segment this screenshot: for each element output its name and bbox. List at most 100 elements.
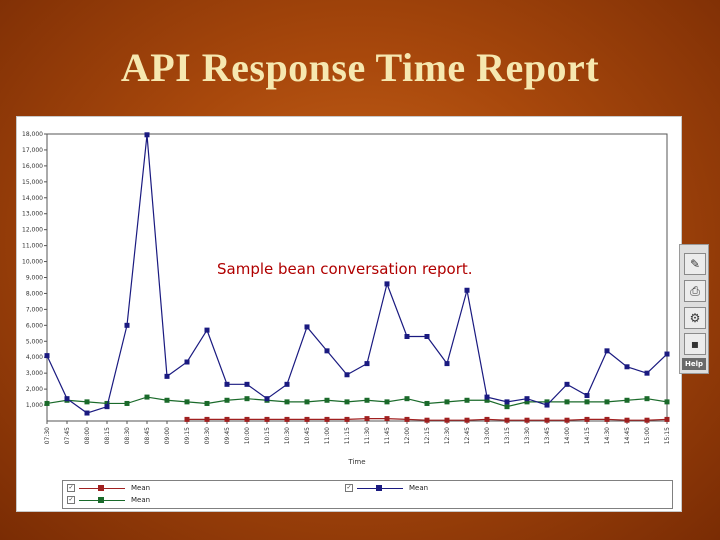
data-point — [244, 381, 250, 387]
x-tick-label: 09:45 — [224, 427, 231, 444]
data-point — [564, 417, 570, 423]
data-point — [304, 416, 310, 422]
legend-checkbox[interactable]: ✓ — [67, 496, 75, 504]
data-point — [644, 417, 650, 423]
data-point — [464, 287, 470, 293]
y-tick-label: 5,000 — [26, 338, 43, 345]
data-point — [324, 348, 330, 354]
print-icon[interactable]: ⎙ — [684, 280, 706, 302]
y-tick-label: 6,000 — [26, 322, 43, 329]
data-point — [624, 364, 630, 370]
data-point — [224, 416, 230, 422]
x-tick-label: 14:30 — [604, 427, 611, 444]
x-tick-label: 10:45 — [304, 427, 311, 444]
legend-checkbox[interactable]: ✓ — [67, 484, 75, 492]
data-point — [184, 359, 190, 365]
y-tick-label: 18,000 — [22, 131, 43, 138]
data-point — [44, 400, 50, 406]
y-tick-label: 16,000 — [22, 163, 43, 170]
data-point — [584, 392, 590, 398]
legend-item-mean-red[interactable]: ✓ Mean — [67, 484, 150, 492]
data-point — [424, 400, 430, 406]
x-tick-label: 08:45 — [144, 427, 151, 444]
data-point — [404, 396, 410, 402]
data-point — [544, 399, 550, 405]
y-tick-label: 10,000 — [22, 259, 43, 266]
x-tick-label: 09:00 — [164, 427, 171, 444]
data-point — [624, 417, 630, 423]
data-point — [264, 396, 270, 402]
x-tick-label: 11:30 — [364, 427, 371, 444]
legend-item-mean-green[interactable]: ✓ Mean — [67, 496, 150, 504]
data-point — [384, 416, 390, 422]
x-tick-label: 12:45 — [464, 427, 471, 444]
x-tick-label: 07:45 — [64, 427, 71, 444]
data-point — [444, 361, 450, 367]
x-tick-label: 11:00 — [324, 427, 331, 444]
data-point — [104, 400, 110, 406]
data-point — [424, 333, 430, 339]
data-point — [564, 399, 570, 405]
data-point — [124, 322, 130, 328]
data-point — [604, 348, 610, 354]
data-point — [224, 397, 230, 403]
x-tick-label: 13:00 — [484, 427, 491, 444]
y-tick-label: 1,000 — [26, 402, 43, 409]
x-tick-label: 12:00 — [404, 427, 411, 444]
x-tick-label: 10:15 — [264, 427, 271, 444]
save-icon[interactable]: ▪ — [684, 333, 706, 355]
legend-item-mean-blue[interactable]: ✓ Mean — [345, 484, 428, 492]
data-point — [344, 399, 350, 405]
x-tick-label: 10:00 — [244, 427, 251, 444]
x-tick-label: 12:30 — [444, 427, 451, 444]
y-tick-label: 11,000 — [22, 243, 43, 250]
data-point — [104, 404, 110, 410]
series-line — [46, 134, 668, 414]
data-point — [544, 417, 550, 423]
legend-checkbox[interactable]: ✓ — [345, 484, 353, 492]
help-button[interactable]: Help — [682, 358, 706, 370]
data-point — [524, 396, 530, 402]
x-tick-label: 10:30 — [284, 427, 291, 444]
legend-label: Mean — [131, 496, 151, 504]
data-point — [604, 399, 610, 405]
data-point — [304, 324, 310, 330]
x-tick-label: 11:15 — [344, 427, 351, 444]
y-tick-label: 3,000 — [26, 370, 43, 377]
data-point — [424, 417, 430, 423]
chart-panel: 1,000 2,000 3,000 4,000 5,000 6,000 7,000 8,000… — [16, 116, 682, 512]
data-point — [44, 353, 50, 359]
chart-edit-icon[interactable]: ✎ — [684, 253, 706, 275]
data-point — [144, 132, 150, 138]
x-tick-label: 14:45 — [624, 427, 631, 444]
data-point — [144, 394, 150, 400]
y-tick-label: 12,000 — [22, 227, 43, 234]
data-point — [244, 396, 250, 402]
y-tick-label: 17,000 — [22, 147, 43, 154]
data-point — [204, 400, 210, 406]
legend-label: Mean — [409, 484, 429, 492]
data-point — [604, 416, 610, 422]
data-point — [484, 416, 490, 422]
data-point — [324, 416, 330, 422]
data-point — [284, 399, 290, 405]
legend-label: Mean — [131, 484, 151, 492]
x-tick-label: 08:00 — [84, 427, 91, 444]
legend-swatch — [357, 484, 403, 492]
data-point — [324, 397, 330, 403]
data-point — [304, 399, 310, 405]
data-point — [344, 416, 350, 422]
data-point — [544, 402, 550, 408]
data-point — [284, 381, 290, 387]
data-point — [524, 417, 530, 423]
settings-icon[interactable]: ⚙ — [684, 307, 706, 329]
legend-swatch — [79, 484, 125, 492]
data-point — [124, 400, 130, 406]
slide-title: API Response Time Report — [120, 45, 600, 90]
data-point — [244, 416, 250, 422]
data-point — [464, 397, 470, 403]
x-tick-label: 15:15 — [664, 427, 671, 444]
data-point — [464, 417, 470, 423]
data-point — [404, 416, 410, 422]
data-point — [284, 416, 290, 422]
